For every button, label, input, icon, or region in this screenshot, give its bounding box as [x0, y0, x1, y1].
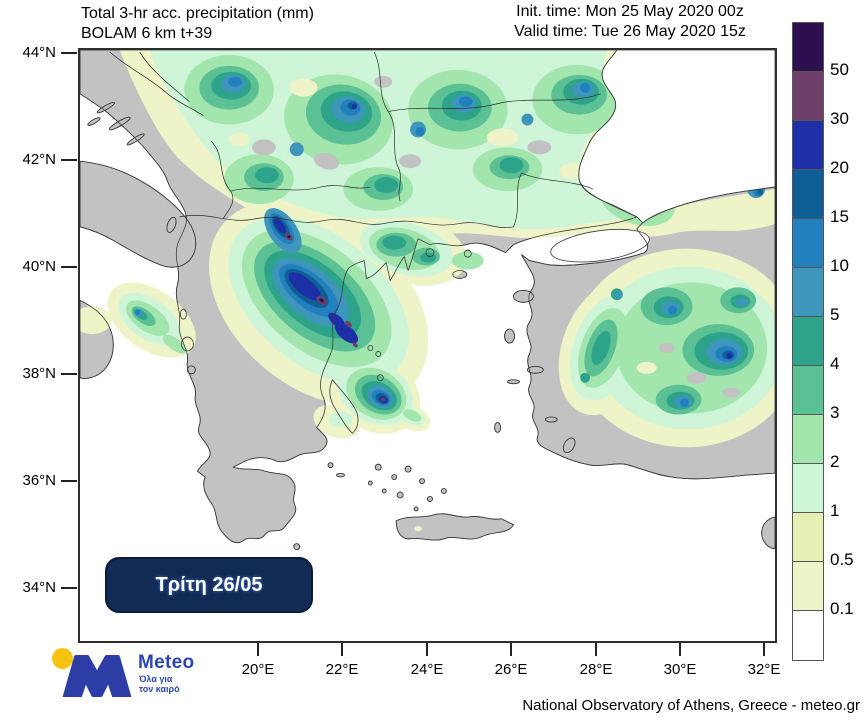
legend-value-label: 5 [830, 305, 840, 324]
lat-label: 38°N [22, 365, 56, 382]
meteo-logo: Meteo Όλα για τον καιρό [48, 644, 223, 716]
sea-layer [550, 50, 775, 263]
legend-band [793, 268, 823, 317]
logo-m-icon [62, 655, 132, 697]
legend-band [793, 121, 823, 170]
legend-value-label: 15 [830, 207, 849, 226]
lat-tick [61, 373, 77, 375]
chart-title-line1: Total 3-hr acc. precipitation (mm) [81, 5, 314, 22]
legend-bands [792, 22, 824, 661]
lon-tick [679, 643, 681, 656]
legend-band [793, 415, 823, 464]
legend-band [793, 562, 823, 611]
legend-value-label: 1 [830, 501, 840, 520]
legend-band [793, 317, 823, 366]
lon-label: 30°E [663, 661, 697, 678]
lat-label: 44°N [22, 44, 56, 61]
lon-tick [341, 643, 343, 656]
legend-value-label: 0.1 [830, 599, 854, 618]
lon-label: 22°E [325, 661, 359, 678]
lon-tick [763, 643, 765, 656]
legend-value-label: 10 [830, 256, 849, 275]
chart-title: Total 3-hr acc. precipitation (mm) BOLAM… [81, 4, 314, 44]
init-time: Init. time: Mon 25 May 2020 00z [516, 3, 744, 20]
map-svg [80, 50, 775, 551]
legend-value-label: 20 [830, 158, 849, 177]
legend-band [793, 219, 823, 268]
lat-label: 42°N [22, 151, 56, 168]
lon-label: 20°E [241, 661, 275, 678]
lat-tick [61, 266, 77, 268]
lon-tick [257, 643, 259, 656]
borders-layer [109, 51, 602, 228]
legend-band [793, 464, 823, 513]
lon-label: 28°E [579, 661, 613, 678]
attribution-text: National Observatory of Athens, Greece -… [522, 697, 860, 714]
logo-tagline-line1: Όλα για [139, 674, 173, 684]
lat-tick [61, 159, 77, 161]
legend-band [793, 23, 823, 72]
precip-layer [80, 50, 775, 532]
chart-title-line2: BOLAM 6 km t+39 [81, 25, 213, 42]
lat-label: 34°N [22, 579, 56, 596]
legend-value-label: 50 [830, 60, 849, 79]
legend-value-label: 2 [830, 452, 840, 471]
legend-value-label: 3 [830, 403, 840, 422]
legend-band [793, 513, 823, 562]
model-times: Init. time: Mon 25 May 2020 00z Valid ti… [470, 2, 790, 42]
legend-value-label: 30 [830, 109, 849, 128]
lat-label: 36°N [22, 472, 56, 489]
lat-tick [61, 587, 77, 589]
lon-label: 26°E [494, 661, 528, 678]
logo-tagline: Όλα για τον καιρό [139, 674, 180, 694]
legend-band [793, 366, 823, 415]
valid-time: Valid time: Tue 26 May 2020 15z [514, 23, 746, 40]
legend-value-label: 4 [830, 354, 840, 373]
lon-label: 32°E [747, 661, 781, 678]
lon-tick [426, 643, 428, 656]
legend-band [793, 170, 823, 219]
lon-label: 24°E [410, 661, 444, 678]
map-area: 44°N 42°N 40°N 38°N 36°N 34°N 20°E 22°E 24°E 26°… [22, 44, 780, 678]
lat-tick [61, 52, 77, 54]
lon-tick [595, 643, 597, 656]
logo-tagline-line2: τον καιρό [139, 684, 180, 694]
date-badge-button[interactable]: Τρίτη 26/05 [105, 557, 313, 613]
legend-value-label: 0.5 [830, 550, 854, 569]
date-badge-label: Τρίτη 26/05 [155, 573, 263, 596]
legend-band [793, 611, 823, 660]
logo-sun-icon [52, 648, 73, 669]
precipitation-map [78, 48, 777, 643]
lat-tick [61, 480, 77, 482]
lat-label: 40°N [22, 258, 56, 275]
logo-brand-text: Meteo [138, 652, 195, 673]
legend-band [793, 72, 823, 121]
lon-tick [510, 643, 512, 656]
